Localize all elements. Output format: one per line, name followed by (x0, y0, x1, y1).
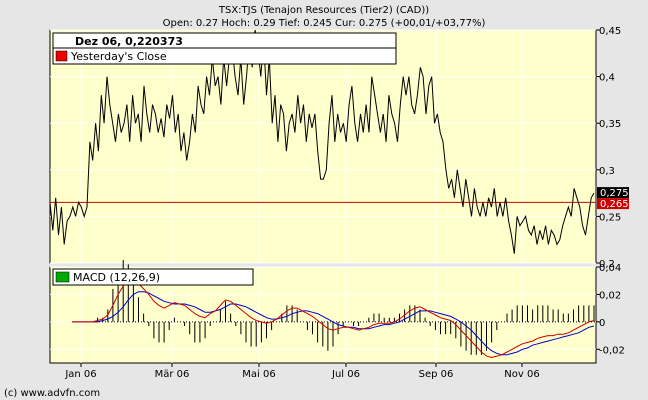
x-tick-label: Mai 06 (242, 369, 275, 380)
macd-legend-box (52, 268, 254, 286)
x-axis-labels: Jan 06 Mär 06 Mai 06 Jul 06 Sep 06 Nov 06 (64, 363, 540, 380)
macd-legend-swatch (55, 271, 70, 283)
price-plot-area (49, 29, 597, 264)
price-line (49, 29, 595, 254)
price-grid (50, 29, 596, 264)
macd-panel: 0,04 0,02 0 -0,02 MACD (12,26,9) (49, 260, 625, 364)
price-marker-bg (597, 198, 629, 210)
macd-y-tick-label: 0 (599, 318, 605, 329)
legend-close-swatch (55, 50, 68, 62)
macd-y-tick-label: -0,02 (599, 345, 625, 356)
chart-ohlc: Open: 0.27 Hoch: 0.29 Tief: 0.245 Cur: 0… (163, 18, 486, 29)
x-tick-label: Nov 06 (504, 369, 539, 380)
x-tick-label: Sep 06 (419, 369, 454, 380)
macd-y-ticks: 0,04 0,02 0 -0,02 (596, 263, 625, 356)
price-y-tick-label: 0,4 (599, 73, 615, 84)
macd-line (72, 278, 595, 359)
macd-legend-label: MACD (12,26,9) (73, 271, 160, 284)
chart-title: TSX:TJS (Tenajon Resources (Tier2) (CAD)… (218, 5, 429, 16)
price-y-tick-label: 0,35 (599, 119, 621, 130)
price-marker-bg (597, 187, 629, 199)
x-tick-label: Jul 06 (331, 369, 360, 380)
macd-y-tick-label: 0,02 (599, 290, 621, 301)
price-marker-label: 0,265 (600, 199, 629, 210)
x-tick-label: Mär 06 (155, 369, 190, 380)
price-marker-label: 0,275 (600, 188, 629, 199)
x-tick-label: Jan 06 (64, 369, 96, 380)
macd-y-tick-label: 0,04 (599, 263, 621, 274)
macd-histogram (71, 260, 596, 355)
legend-header: Dez 06, 0,220373 (75, 35, 183, 48)
price-y-tick-label: 0,3 (599, 166, 615, 177)
price-legend: Dez 06, 0,220373 Yesterday's Close (52, 32, 397, 65)
price-y-tick-label: 0,45 (599, 26, 621, 37)
copyright: (c) www.advfn.com (4, 388, 100, 399)
macd-signal-line (72, 291, 595, 356)
price-y-tick-label: 0,2 (599, 259, 615, 270)
macd-legend: MACD (12,26,9) (52, 268, 254, 286)
price-y-ticks: 0,45 0,4 0,35 0,3 0,25 0,2 (596, 26, 621, 270)
legend-close-label: Yesterday's Close (70, 50, 167, 63)
price-y-tick-label: 0,25 (599, 212, 621, 223)
